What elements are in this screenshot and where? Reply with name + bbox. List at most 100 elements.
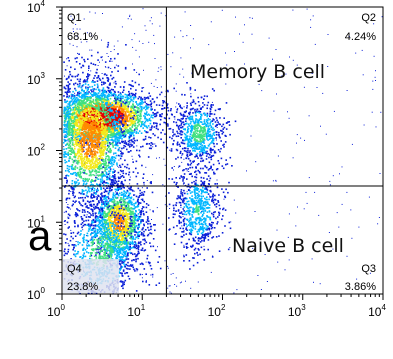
event-dot bbox=[295, 225, 297, 227]
event-dot bbox=[108, 130, 110, 132]
event-dot bbox=[70, 147, 72, 150]
event-dot bbox=[78, 148, 81, 151]
event-dot bbox=[83, 157, 86, 159]
event-dot bbox=[144, 125, 146, 127]
event-dot bbox=[92, 112, 94, 115]
event-dot bbox=[122, 134, 124, 137]
event-dot bbox=[86, 155, 88, 157]
event-dot bbox=[100, 135, 102, 138]
event-dot bbox=[300, 137, 302, 139]
event-dot bbox=[87, 168, 90, 171]
event-dot bbox=[93, 108, 95, 111]
event-dot bbox=[117, 144, 119, 147]
event-dot bbox=[104, 168, 107, 171]
event-dot bbox=[150, 109, 153, 111]
event-dot bbox=[85, 152, 87, 154]
event-dot bbox=[130, 118, 132, 121]
event-dot bbox=[90, 183, 93, 186]
event-dot bbox=[119, 137, 122, 139]
event-dot bbox=[91, 132, 93, 135]
event-dot bbox=[157, 136, 159, 139]
event-dot bbox=[111, 182, 114, 184]
event-dot bbox=[132, 106, 134, 108]
event-dot bbox=[266, 281, 268, 282]
event-dot bbox=[102, 125, 104, 127]
event-dot bbox=[130, 99, 133, 101]
event-dot bbox=[66, 92, 68, 94]
event-dot bbox=[119, 97, 121, 100]
event-dot bbox=[105, 130, 107, 132]
event-dot bbox=[84, 80, 87, 83]
event-dot bbox=[104, 142, 107, 145]
event-dot bbox=[70, 104, 72, 107]
event-dot bbox=[122, 152, 124, 155]
event-dot bbox=[100, 148, 103, 151]
event-dot bbox=[135, 118, 137, 120]
event-dot bbox=[72, 139, 74, 142]
event-dot bbox=[97, 123, 99, 125]
event-dot bbox=[75, 178, 77, 180]
event-dot bbox=[82, 183, 85, 185]
event-dot bbox=[87, 105, 89, 107]
event-dot bbox=[104, 103, 107, 105]
event-dot bbox=[108, 90, 110, 93]
event-dot bbox=[76, 213, 78, 215]
event-dot bbox=[84, 155, 86, 158]
event-dot bbox=[311, 73, 313, 74]
event-dot bbox=[109, 104, 111, 106]
event-dot bbox=[108, 106, 111, 108]
event-dot bbox=[84, 169, 86, 172]
event-dot bbox=[117, 149, 119, 152]
event-dot bbox=[81, 105, 84, 107]
event-dot bbox=[99, 149, 102, 152]
event-dot bbox=[106, 132, 108, 135]
event-dot bbox=[139, 110, 141, 112]
event-dot bbox=[107, 135, 110, 137]
event-dot bbox=[137, 132, 140, 134]
event-dot bbox=[64, 134, 66, 136]
event-dot bbox=[81, 139, 83, 141]
event-dot bbox=[138, 115, 141, 118]
event-dot bbox=[79, 139, 81, 142]
event-dot bbox=[180, 118, 182, 120]
event-dot bbox=[86, 214, 88, 216]
event-dot bbox=[101, 177, 103, 179]
event-dot bbox=[140, 99, 142, 101]
event-dot bbox=[84, 102, 87, 105]
event-dot bbox=[181, 281, 182, 283]
event-dot bbox=[80, 144, 83, 146]
event-dot bbox=[71, 114, 74, 116]
event-dot bbox=[139, 155, 141, 158]
event-dot bbox=[116, 123, 118, 125]
event-dot bbox=[106, 99, 108, 102]
event-dot bbox=[180, 57, 182, 59]
event-dot bbox=[90, 160, 93, 162]
event-dot bbox=[94, 99, 97, 102]
event-dot bbox=[339, 173, 340, 175]
event-dot bbox=[96, 110, 99, 112]
event-dot bbox=[151, 125, 153, 127]
event-dot bbox=[128, 137, 131, 140]
event-dot bbox=[277, 155, 279, 157]
event-dot bbox=[127, 124, 130, 127]
event-dot bbox=[107, 164, 110, 167]
event-dot bbox=[115, 127, 118, 130]
event-dot bbox=[114, 113, 117, 115]
event-dot bbox=[94, 108, 97, 110]
event-dot bbox=[114, 93, 116, 95]
event-dot bbox=[128, 101, 131, 104]
event-dot bbox=[66, 58, 68, 60]
event-dot bbox=[82, 199, 85, 201]
event-dot bbox=[68, 119, 70, 122]
event-dot bbox=[117, 65, 120, 67]
event-dot bbox=[175, 277, 177, 279]
event-dot bbox=[67, 57, 70, 59]
event-dot bbox=[112, 134, 114, 137]
event-dot bbox=[115, 114, 117, 117]
event-dot bbox=[77, 171, 80, 174]
event-dot bbox=[84, 137, 86, 140]
event-dot bbox=[125, 127, 128, 129]
event-dot bbox=[159, 93, 161, 96]
event-dot bbox=[121, 95, 124, 97]
event-dot bbox=[68, 144, 70, 147]
